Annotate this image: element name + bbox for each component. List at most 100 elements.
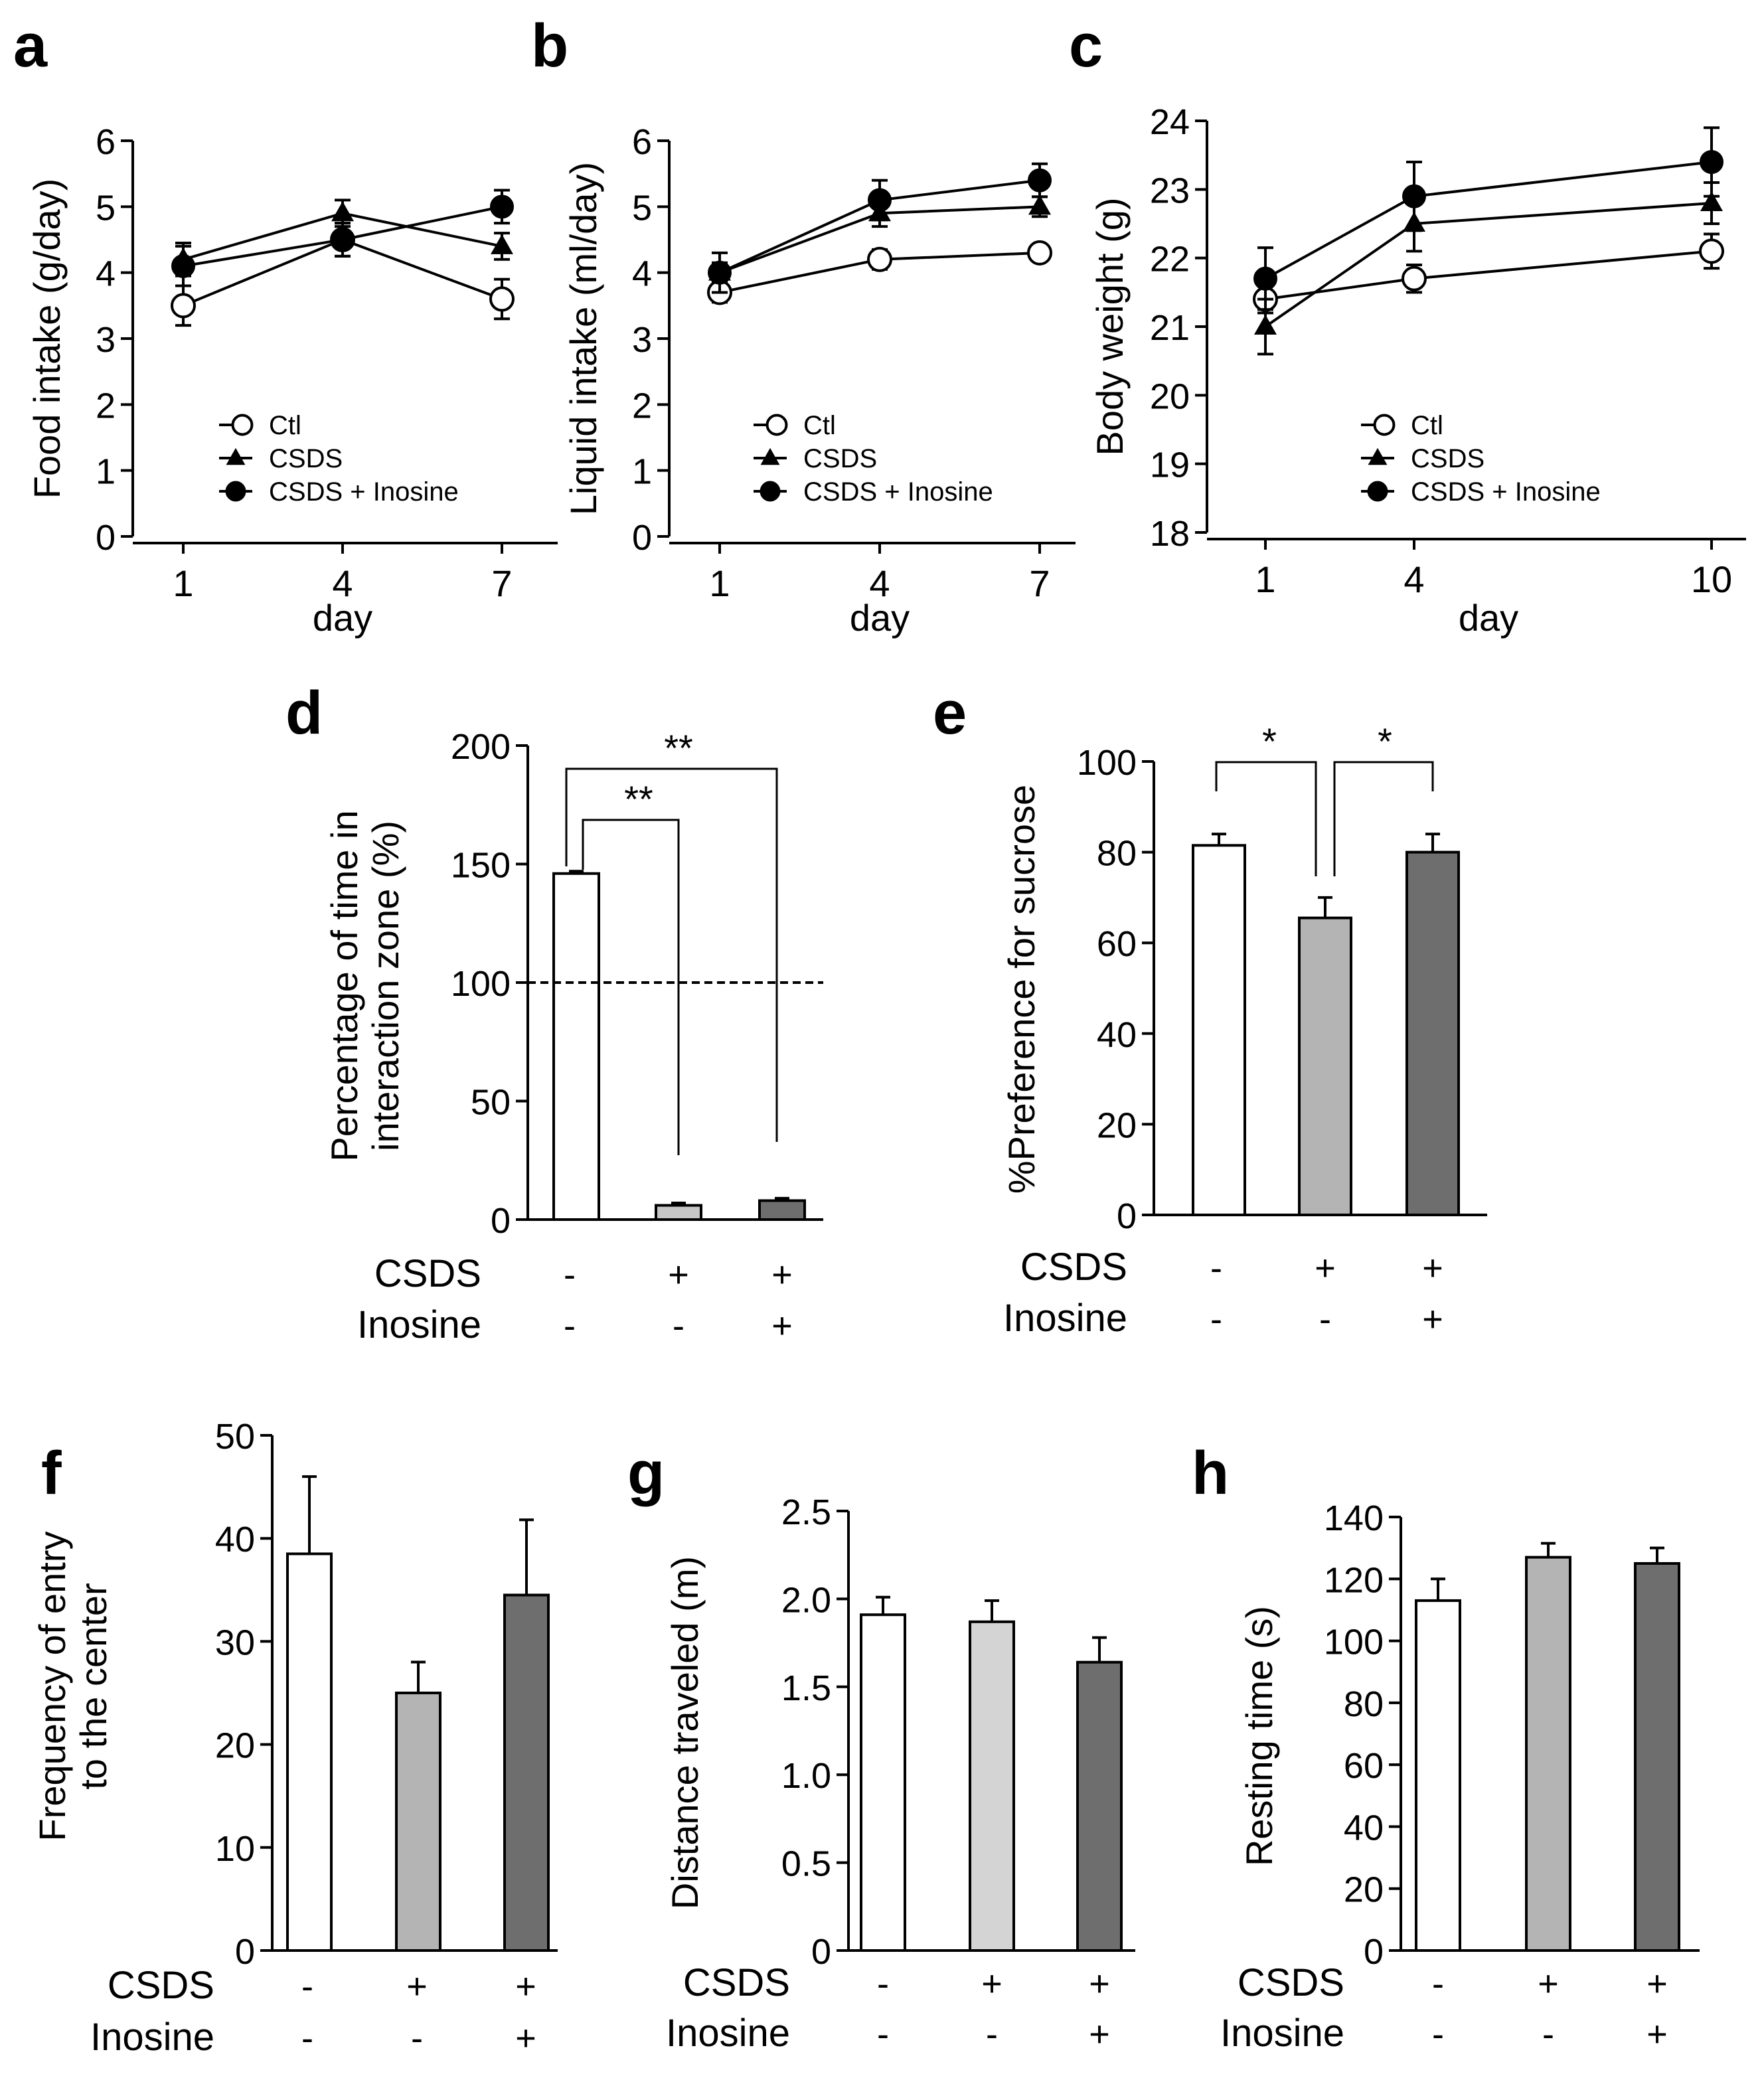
factor-sign: - [986,2014,998,2054]
y-tick-label: 120 [1324,1560,1384,1600]
bar-0 [1415,1599,1461,1953]
marker-filled-circle [868,188,892,212]
y-tick-label: 2.5 [781,1492,831,1532]
y-axis-label: %Preference for sucrose [1001,785,1042,1194]
y-tick-label: 200 [451,727,511,767]
y-tick-label: 2 [96,386,116,426]
marker-triangle [1254,315,1277,335]
y-tick-label: 0 [811,1932,831,1972]
factor-sign: - [1210,1299,1222,1339]
factor-sign: + [771,1255,793,1295]
chart-d: d 0 50 100 150 200 Percentage of time inintera… [285,679,823,1346]
significance-label: * [1262,720,1277,762]
x-tick-label: 1 [1255,558,1275,600]
y-tick-label: 150 [451,846,511,886]
x-axis-label: day [313,597,372,639]
y-tick-label: 1 [632,452,652,492]
y-tick-label: 60 [1097,924,1137,964]
panel-label-a: a [13,12,48,80]
factor-sign: + [1422,1299,1443,1339]
factor-row-label: CSDS [374,1252,481,1295]
panel-label-h: h [1192,1439,1229,1507]
factor-sign: + [771,1306,793,1346]
factor-row-label: Inosine [666,2012,790,2055]
y-tick-label: 2 [632,386,652,426]
y-axis-label: Distance traveled (m) [664,1556,706,1909]
y-tick-label: 20 [1344,1870,1384,1910]
marker-triangle [1700,191,1723,211]
marker-triangle [760,447,780,465]
factor-sign: + [1538,1964,1559,2004]
bar-0 [552,872,600,1221]
marker-filled-circle [1028,168,1052,193]
factor-row-label: CSDS [1238,1961,1344,2004]
x-axis-label: day [850,597,910,639]
marker-filled-circle [1402,184,1426,208]
chart-f: f 0 10 20 30 40 50 Frequency of entryto the cen… [31,1417,558,2059]
legend-entry: CSDS [269,444,343,473]
legend-entry: CSDS + Inosine [1411,477,1601,507]
y-axis-label: Percentage of time ininteraction zone (%… [323,810,406,1161]
y-tick-label: 1.5 [781,1668,831,1708]
significance-bracket [1333,761,1434,876]
significance-label: ** [664,727,693,769]
marker-triangle [1028,195,1051,215]
y-tick-label: 18 [1150,514,1190,554]
x-tick-label: 7 [1029,562,1050,604]
chart-g: g 0 0.5 1.0 1.5 2.0 2.5 Distance traveled (m) CS… [627,1439,1135,2055]
panel-label-g: g [627,1439,665,1507]
chart-b: b 0 1 2 3 4 5 6 Liquid intake (ml/day) 1 4 7 day Ctl C… [531,12,1076,639]
factor-row-label: CSDS [683,1961,790,2004]
legend-entry: CSDS + Inosine [803,477,993,507]
y-tick-label: 40 [1344,1808,1384,1848]
y-tick-label: 4 [632,254,652,294]
bar-0 [286,1552,333,1952]
y-tick-label: 100 [1077,743,1137,783]
panel-label-f: f [41,1439,62,1507]
series-line-2 [1265,161,1712,280]
factor-sign: - [1542,2014,1554,2054]
marker-filled-circle [708,260,732,285]
legend-entry: Ctl [269,411,301,440]
bar-2 [758,1199,806,1221]
marker-open-circle [1699,238,1724,264]
y-tick-label: 20 [1097,1105,1137,1145]
y-tick-label: 50 [215,1417,255,1457]
bar-2 [1634,1561,1680,1953]
x-tick-label: 7 [491,562,512,604]
x-tick-label: 1 [173,562,193,604]
y-tick-label: 60 [1344,1746,1384,1786]
y-axis-label: Liquid intake (ml/day) [562,162,604,515]
factor-row-label: Inosine [1220,2012,1344,2055]
legend-entry: Ctl [1411,411,1443,440]
significance-label: ** [624,778,653,820]
y-tick-label: 1 [96,452,116,492]
marker-open-circle [1402,266,1427,291]
y-tick-label: 20 [215,1726,255,1766]
y-tick-label: 40 [215,1520,255,1559]
y-tick-label: 21 [1150,308,1190,348]
bar-2 [1076,1660,1123,1953]
factor-sign: - [673,1306,684,1346]
y-tick-label: 0 [491,1201,511,1241]
marker-filled-circle [490,195,514,219]
y-tick-label: 1.0 [781,1756,831,1796]
factor-sign: + [1315,1248,1336,1288]
factor-row-label: Inosine [357,1303,481,1346]
y-tick-label: 100 [451,964,511,1004]
y-tick-label: 24 [1150,102,1190,142]
bar-1 [1298,916,1352,1216]
y-axis-label: Frequency of entryto the center [31,1532,114,1842]
marker-filled-circle [1253,266,1277,291]
bar-0 [1192,844,1246,1216]
factor-sign: - [1432,1964,1444,2004]
factor-sign: - [564,1255,576,1295]
factor-sign: + [1422,1248,1443,1288]
bar-1 [395,1692,441,1952]
factor-row-label: CSDS [108,1964,214,2007]
y-tick-label: 100 [1324,1623,1384,1662]
series-line-1 [1264,202,1712,328]
legend-entry: CSDS [803,444,877,473]
chart-c: c 18 19 20 21 22 23 24 Body weight (g) 1 4 10 day Ctl… [1069,12,1746,639]
